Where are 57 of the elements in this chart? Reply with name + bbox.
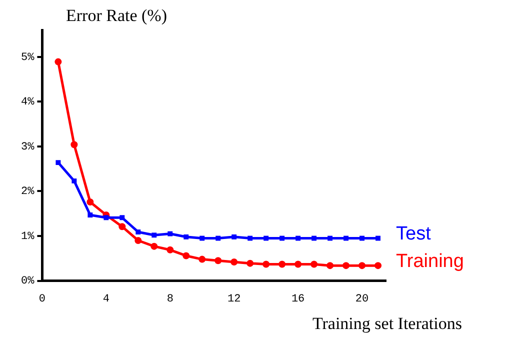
point <box>214 257 222 264</box>
point <box>310 260 318 268</box>
point <box>216 236 221 241</box>
point <box>184 234 189 240</box>
y-tick-label: 5% <box>21 52 35 64</box>
y-tick-label: 3% <box>21 141 35 154</box>
x-tick-label: 4 <box>102 293 110 306</box>
point <box>248 236 253 241</box>
x-tick-label: 8 <box>166 293 174 306</box>
point <box>118 223 126 230</box>
point <box>86 198 94 206</box>
point <box>326 262 334 270</box>
point <box>88 212 93 218</box>
point <box>360 236 364 241</box>
point <box>232 234 237 240</box>
series-label: Test <box>396 223 432 244</box>
y-tick-label: 1% <box>21 230 35 243</box>
point <box>70 141 78 148</box>
point <box>150 242 158 250</box>
point <box>264 236 269 241</box>
point <box>72 178 77 184</box>
point <box>296 236 301 241</box>
series-label: Training <box>396 250 464 272</box>
point <box>54 58 62 66</box>
point <box>376 236 380 241</box>
point <box>134 236 142 244</box>
point <box>342 262 350 270</box>
point <box>136 230 141 234</box>
point <box>280 236 285 241</box>
point <box>56 160 61 166</box>
point <box>168 231 173 236</box>
point <box>166 246 174 254</box>
point <box>358 262 366 270</box>
point <box>294 260 302 268</box>
x-axis-title: Training set Iterations <box>312 314 462 334</box>
point <box>344 236 348 241</box>
y-tick-label: 4% <box>21 96 35 109</box>
point <box>104 215 109 220</box>
y-tick-label: 0% <box>21 276 35 288</box>
point <box>230 258 238 266</box>
point <box>262 260 270 268</box>
point <box>182 252 190 260</box>
point <box>312 236 317 241</box>
point <box>120 215 125 220</box>
point <box>152 232 157 238</box>
point <box>200 236 205 241</box>
point <box>374 262 382 270</box>
x-tick-label: 20 <box>355 293 369 306</box>
x-tick-label: 12 <box>227 293 241 306</box>
y-tick-label: 2% <box>21 186 35 198</box>
x-tick-label: 16 <box>291 293 305 306</box>
x-tick-label: 0 <box>38 293 46 306</box>
point <box>278 260 286 268</box>
point <box>246 260 254 267</box>
y-axis-title: Error Rate (%) <box>66 6 168 26</box>
point <box>198 256 206 263</box>
point <box>328 236 333 241</box>
